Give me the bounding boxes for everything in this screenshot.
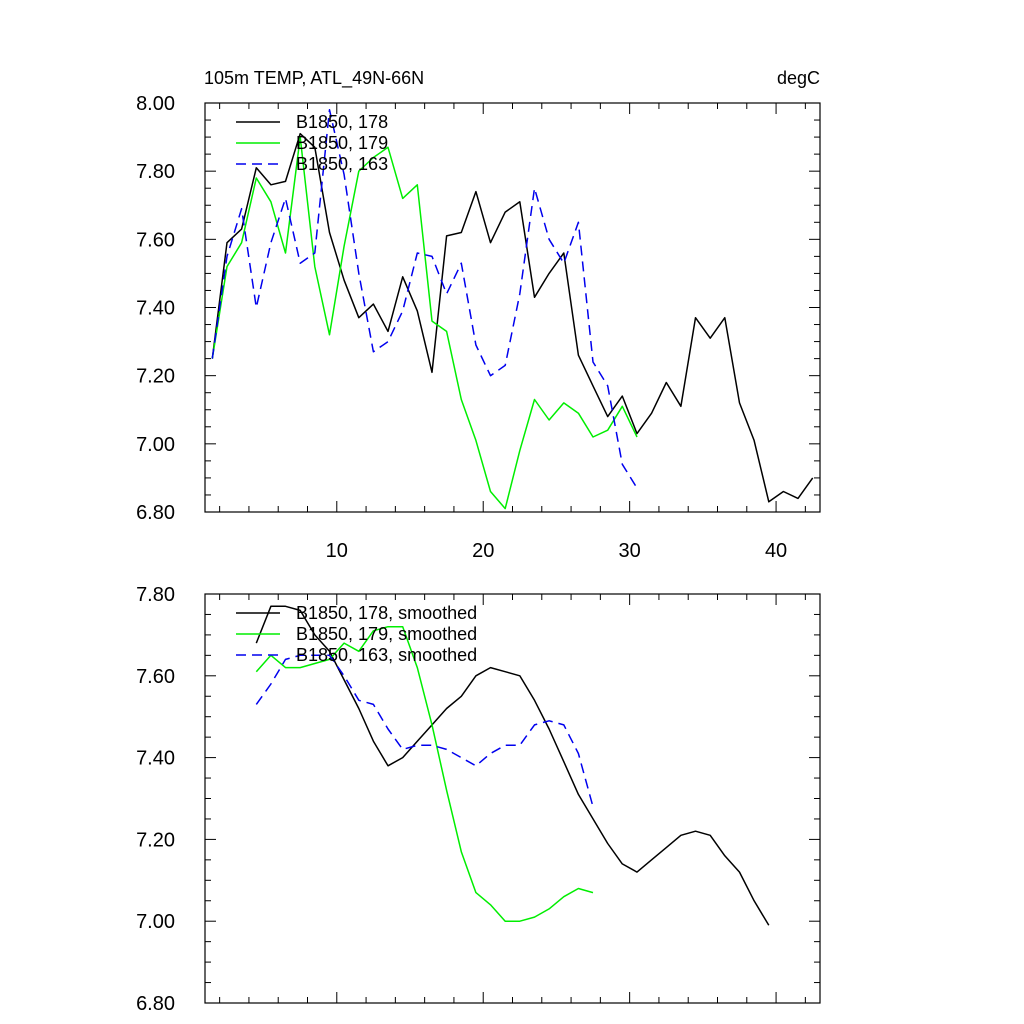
legend-label: B1850, 179, smoothed xyxy=(296,624,477,644)
y-tick-label: 7.20 xyxy=(136,366,175,388)
series-line-b1850-178 xyxy=(211,132,814,503)
y-tick-label: 7.00 xyxy=(136,911,175,933)
bottom-series-lines xyxy=(255,605,770,926)
top-series-lines xyxy=(211,109,814,510)
legend-label: B1850, 163 xyxy=(296,154,388,174)
units-label: degC xyxy=(777,68,820,88)
x-tick-label: 40 xyxy=(765,540,787,562)
top-panel: 105m TEMP, ATL_49N-66N degC 6.80 7.00 7.20… xyxy=(136,68,821,562)
x-tick-label: 20 xyxy=(472,540,494,562)
y-tick-label: 7.60 xyxy=(136,666,175,688)
y-tick-label: 7.80 xyxy=(136,161,175,183)
chart-title: 105m TEMP, ATL_49N-66N xyxy=(204,68,424,89)
legend-label: B1850, 178, smoothed xyxy=(296,603,477,623)
legend-label: B1850, 163, smoothed xyxy=(296,645,477,665)
series-line-b1850-179-smoothed xyxy=(255,625,594,922)
series-line-b1850-163 xyxy=(211,109,638,489)
y-tick-label: 6.80 xyxy=(136,502,175,524)
legend-label: B1850, 179 xyxy=(296,133,388,153)
y-tick-label: 6.80 xyxy=(136,993,175,1015)
bottom-axes: 6.80 7.00 7.20 7.40 7.60 7.80 xyxy=(136,584,821,1015)
y-tick-label: 7.20 xyxy=(136,829,175,851)
series-line-b1850-179 xyxy=(211,136,638,510)
top-axes: 6.80 7.00 7.20 7.40 7.60 7.80 8.00 10 20 30 40 xyxy=(136,93,821,562)
x-tick-label: 10 xyxy=(326,540,348,562)
series-line-b1850-163-smoothed xyxy=(255,654,594,807)
y-tick-label: 7.80 xyxy=(136,584,175,606)
y-tick-label: 7.40 xyxy=(136,748,175,770)
y-tick-label: 7.60 xyxy=(136,229,175,251)
y-tick-label: 7.00 xyxy=(136,434,175,456)
y-tick-label: 7.40 xyxy=(136,298,175,320)
y-tick-label: 8.00 xyxy=(136,93,175,115)
legend-label: B1850, 178 xyxy=(296,112,388,132)
x-tick-label: 30 xyxy=(619,540,641,562)
bottom-panel: 6.80 7.00 7.20 7.40 7.60 7.80 B1850, 178, smo… xyxy=(136,584,821,1015)
series-line-b1850-178-smoothed xyxy=(255,605,770,926)
